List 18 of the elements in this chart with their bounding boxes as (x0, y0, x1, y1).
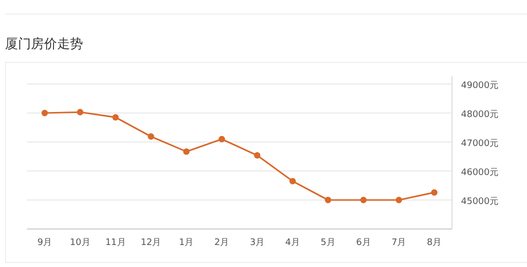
x-tick-label: 8月 (426, 238, 442, 248)
x-tick-label: 10月 (70, 238, 90, 248)
x-tick-label: 2月 (214, 238, 230, 248)
x-tick-label: 12月 (140, 238, 162, 248)
y-tick-label: 47000元 (461, 138, 499, 149)
x-tick-label: 11月 (105, 238, 126, 248)
chart-title: 厦门房价走势 (5, 36, 83, 52)
x-tick-label: 6月 (356, 238, 371, 248)
y-tick-label: 45000元 (461, 196, 499, 207)
x-tick-label: 3月 (250, 238, 265, 248)
x-tick-label: 1月 (179, 238, 194, 248)
x-tick-label: 5月 (320, 238, 336, 248)
y-tick-label: 48000元 (461, 109, 499, 120)
x-tick-label: 9月 (37, 238, 52, 248)
x-tick-label: 7月 (392, 238, 406, 248)
y-tick-label: 49000元 (461, 80, 499, 91)
x-tick-label: 4月 (285, 238, 300, 248)
y-tick-label: 46000元 (461, 167, 499, 178)
